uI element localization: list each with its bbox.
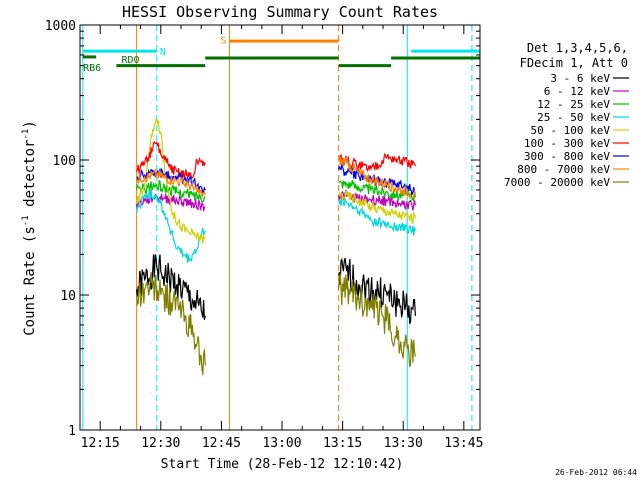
y-axis-label: Count Rate (s-1 detector-1) <box>21 120 38 336</box>
legend-header-line-2: FDecim 1, Att 0 <box>520 56 628 70</box>
y-tick-label: 1 <box>68 424 76 439</box>
legend-entry-label: 12 - 25 keV <box>537 98 610 111</box>
series-line <box>136 272 206 375</box>
x-tick-label: 13:15 <box>323 436 362 451</box>
series-line <box>136 179 206 203</box>
legend-entry-label: 300 - 800 keV <box>524 150 610 163</box>
legend-entry-label: 7000 - 20000 keV <box>504 176 610 189</box>
series-line <box>338 155 416 200</box>
chart-title: HESSI Observing Summary Count Rates <box>122 3 438 21</box>
y-tick-label: 100 <box>53 154 76 169</box>
annotation-layer: N S RD0 RB6 <box>82 25 480 430</box>
legend-entry-label: 800 - 7000 keV <box>517 163 610 176</box>
legend-entry-label: 50 - 100 keV <box>531 124 611 137</box>
series-line <box>136 254 206 320</box>
x-axis: 12:15 12:30 12:45 13:00 13:15 13:30 13:45 <box>79 25 483 451</box>
mode-label: RB6 <box>83 63 101 74</box>
mode-label: RD0 <box>121 55 139 66</box>
mode-label: S <box>220 36 226 47</box>
legend: Det 1,3,4,5,6, FDecim 1, Att 0 3 - 6 keV… <box>504 41 629 189</box>
legend-entry-label: 25 - 50 keV <box>537 111 610 124</box>
x-axis-label: Start Time (28-Feb-12 12:10:42) <box>161 457 404 472</box>
legend-entry-label: 6 - 12 keV <box>544 85 611 98</box>
series-line <box>338 195 416 236</box>
x-tick-label: 12:30 <box>141 436 180 451</box>
x-tick-label: 13:00 <box>262 436 301 451</box>
x-tick-label: 12:45 <box>202 436 241 451</box>
series-line <box>136 140 206 180</box>
legend-entry-label: 100 - 300 keV <box>524 137 610 150</box>
y-tick-label: 10 <box>60 289 76 304</box>
legend-entry-label: 3 - 6 keV <box>550 72 610 85</box>
plot-frame <box>79 24 481 431</box>
series-line <box>338 273 416 367</box>
series-layer <box>136 117 416 375</box>
series-line <box>338 190 416 224</box>
legend-header-line-1: Det 1,3,4,5,6, <box>527 41 628 55</box>
timestamp: 26-Feb-2012 06:44 <box>555 468 637 477</box>
x-tick-label: 13:45 <box>444 436 483 451</box>
series-line <box>136 189 206 263</box>
x-tick-label: 12:15 <box>81 436 120 451</box>
y-axis: 1 10 100 1000 <box>45 19 480 439</box>
series-line <box>338 153 416 173</box>
series-line <box>338 188 416 211</box>
x-tick-label: 13:30 <box>384 436 423 451</box>
y-tick-label: 1000 <box>45 19 76 34</box>
series-line <box>338 179 416 202</box>
series-line <box>136 167 206 200</box>
mode-label: N <box>160 47 166 58</box>
